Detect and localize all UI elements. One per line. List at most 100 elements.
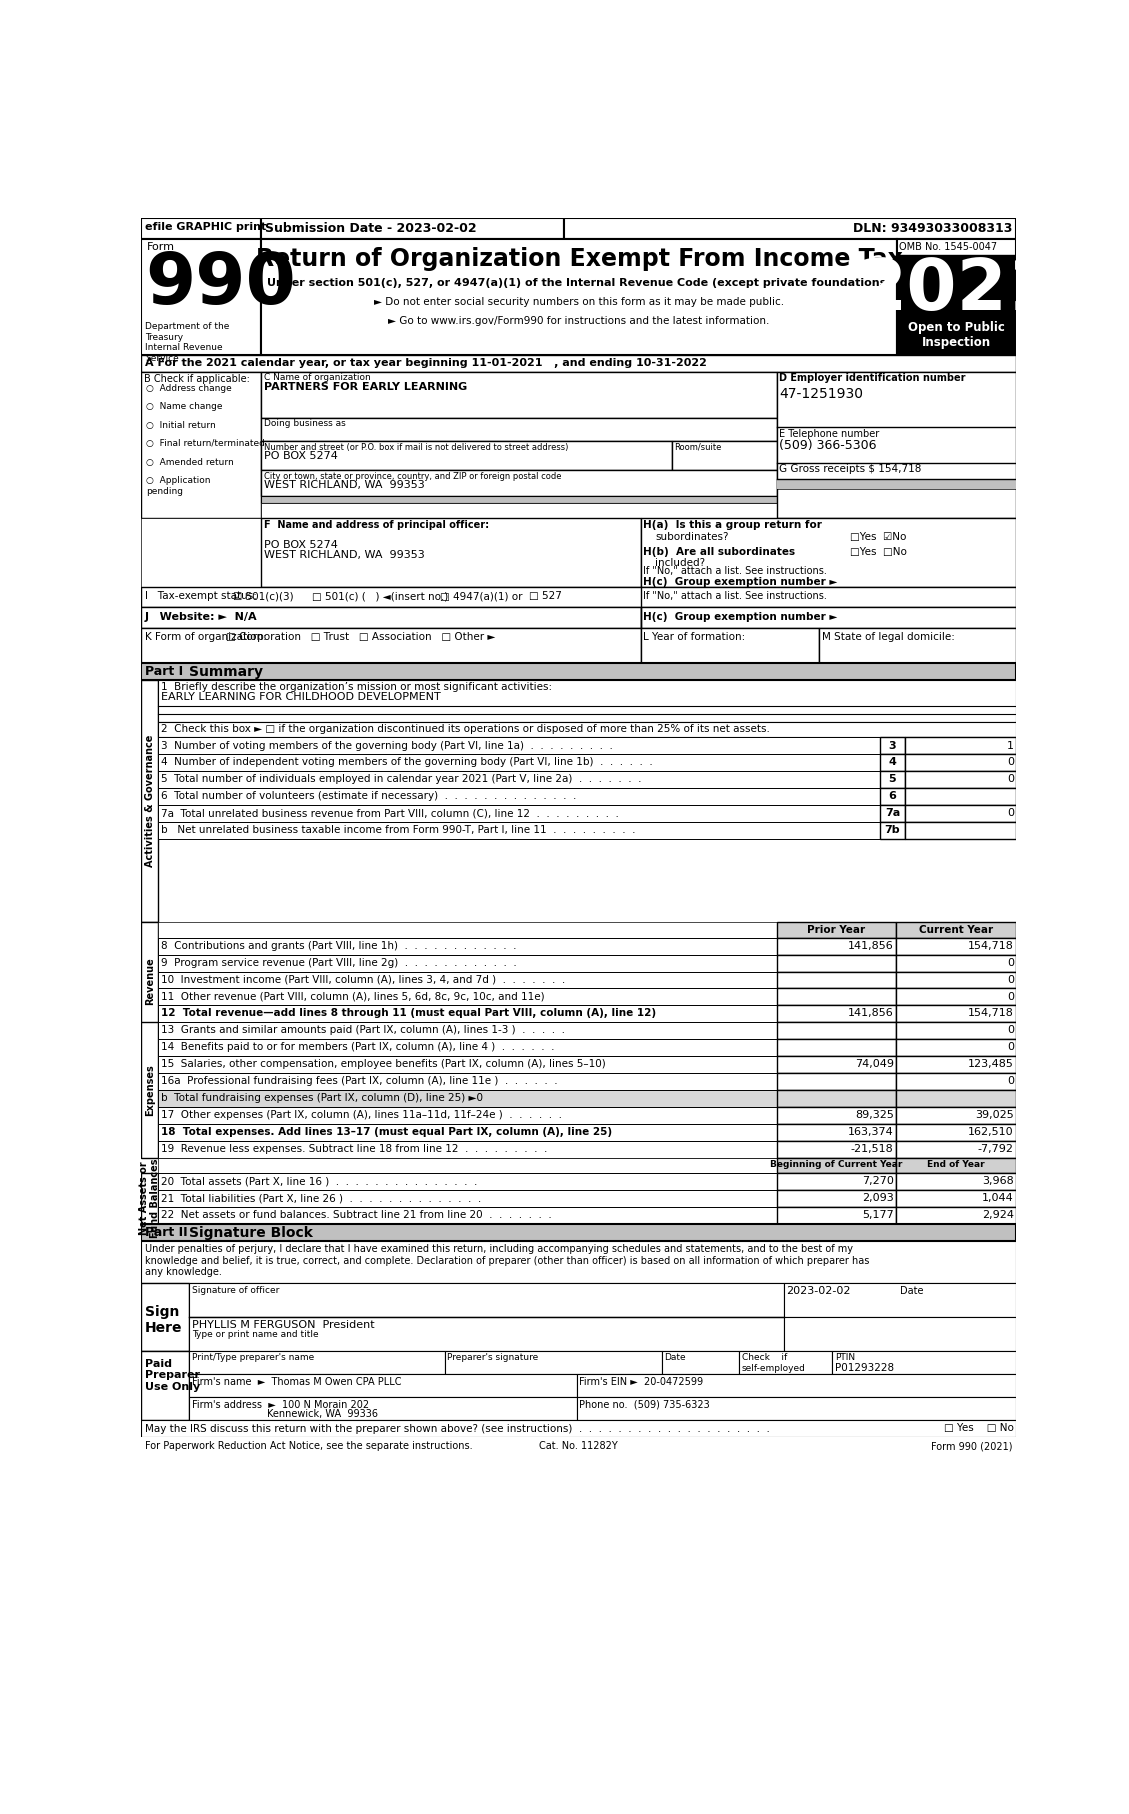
- Text: B Check if applicable:: B Check if applicable:: [145, 374, 251, 385]
- Text: Room/suite: Room/suite: [674, 443, 721, 452]
- Bar: [641, 519, 1016, 588]
- Bar: [777, 954, 896, 972]
- Bar: [896, 254, 1016, 312]
- Text: Form 990 (2021): Form 990 (2021): [930, 1440, 1013, 1451]
- Bar: [158, 1056, 777, 1074]
- Bar: [641, 628, 820, 662]
- Bar: [784, 1317, 1016, 1351]
- Bar: [158, 972, 777, 989]
- Text: 4: 4: [889, 758, 896, 767]
- Text: 74,049: 74,049: [855, 1059, 894, 1068]
- Bar: [141, 1174, 158, 1224]
- Bar: [777, 1206, 896, 1224]
- Text: 11  Other revenue (Part VIII, column (A), lines 5, 6d, 8c, 9c, 10c, and 11e): 11 Other revenue (Part VIII, column (A),…: [161, 992, 545, 1001]
- Text: Summary: Summary: [190, 666, 263, 678]
- Text: Department of the
Treasury
Internal Revenue
Service: Department of the Treasury Internal Reve…: [145, 323, 229, 363]
- Text: Preparer's signature: Preparer's signature: [447, 1353, 539, 1362]
- Text: For Paperwork Reduction Act Notice, see the separate instructions.: For Paperwork Reduction Act Notice, see …: [145, 1440, 473, 1451]
- Bar: [158, 755, 879, 771]
- Bar: [158, 789, 879, 805]
- Bar: [158, 938, 777, 954]
- Bar: [445, 1351, 662, 1375]
- Text: 7,270: 7,270: [861, 1175, 894, 1186]
- Text: EARLY LEARNING FOR CHILDHOOD DEVELOPMENT: EARLY LEARNING FOR CHILDHOOD DEVELOPMENT: [161, 691, 441, 702]
- Text: 0: 0: [1007, 958, 1014, 967]
- Bar: [905, 789, 1016, 805]
- Text: G Gross receipts $ 154,718: G Gross receipts $ 154,718: [779, 464, 921, 473]
- Bar: [896, 312, 1016, 356]
- Text: included?: included?: [655, 559, 706, 568]
- Bar: [141, 218, 1016, 239]
- Bar: [141, 628, 641, 662]
- Text: 20  Total assets (Part X, line 16 )  .  .  .  .  .  .  .  .  .  .  .  .  .  .  .: 20 Total assets (Part X, line 16 ) . . .…: [161, 1175, 478, 1186]
- Bar: [261, 417, 777, 441]
- Text: 990: 990: [145, 250, 296, 319]
- Text: Revenue: Revenue: [145, 956, 155, 1005]
- Bar: [158, 822, 879, 840]
- Bar: [141, 588, 1016, 606]
- Bar: [141, 1241, 1016, 1282]
- Bar: [141, 1023, 158, 1157]
- Text: 18  Total expenses. Add lines 13–17 (must equal Part IX, column (A), line 25): 18 Total expenses. Add lines 13–17 (must…: [161, 1126, 612, 1137]
- Text: Signature of officer: Signature of officer: [192, 1286, 280, 1295]
- Text: Prior Year: Prior Year: [807, 925, 865, 934]
- Bar: [141, 606, 641, 628]
- Bar: [896, 239, 1016, 356]
- Text: If "No," attach a list. See instructions.: If "No," attach a list. See instructions…: [644, 591, 828, 600]
- Bar: [641, 606, 1016, 628]
- Text: 1  Briefly describe the organization’s mission or most significant activities:: 1 Briefly describe the organization’s mi…: [161, 682, 552, 691]
- Text: ► Do not enter social security numbers on this form as it may be made public.: ► Do not enter social security numbers o…: [374, 297, 784, 307]
- Text: 12  Total revenue—add lines 8 through 11 (must equal Part VIII, column (A), line: 12 Total revenue—add lines 8 through 11 …: [161, 1009, 656, 1018]
- Bar: [158, 1190, 777, 1206]
- Bar: [777, 1125, 896, 1141]
- Bar: [896, 1107, 1016, 1125]
- Text: End of Year: End of Year: [927, 1161, 984, 1170]
- Text: 89,325: 89,325: [855, 1110, 894, 1119]
- Bar: [672, 441, 777, 470]
- Text: 17  Other expenses (Part IX, column (A), lines 11a–11d, 11f–24e )  .  .  .  .  .: 17 Other expenses (Part IX, column (A), …: [161, 1110, 562, 1119]
- Text: 0: 0: [1007, 1043, 1014, 1052]
- Text: Firm's name  ►  Thomas M Owen CPA PLLC: Firm's name ► Thomas M Owen CPA PLLC: [192, 1377, 401, 1386]
- Bar: [777, 1157, 896, 1174]
- Bar: [158, 1074, 777, 1090]
- Bar: [190, 1282, 784, 1317]
- Text: Net Assets or
Fund Balances: Net Assets or Fund Balances: [139, 1159, 160, 1239]
- Text: 0: 0: [1007, 974, 1014, 985]
- Bar: [896, 922, 1016, 938]
- Text: PTIN: PTIN: [834, 1353, 855, 1362]
- Text: 123,485: 123,485: [968, 1059, 1014, 1068]
- Bar: [158, 922, 777, 938]
- Text: □ 4947(a)(1) or: □ 4947(a)(1) or: [439, 591, 522, 600]
- Bar: [905, 755, 1016, 771]
- Bar: [190, 1397, 577, 1420]
- Text: 6  Total number of volunteers (estimate if necessary)  .  .  .  .  .  .  .  .  .: 6 Total number of volunteers (estimate i…: [161, 791, 577, 802]
- Text: H(c)  Group exemption number ►: H(c) Group exemption number ►: [644, 611, 838, 622]
- Text: Open to Public
Inspection: Open to Public Inspection: [908, 321, 1005, 348]
- Text: ○  Address change: ○ Address change: [146, 385, 231, 394]
- Bar: [784, 1282, 1016, 1317]
- Text: 14  Benefits paid to or for members (Part IX, column (A), line 4 )  .  .  .  .  : 14 Benefits paid to or for members (Part…: [161, 1043, 554, 1052]
- Text: ○  Final return/terminated: ○ Final return/terminated: [146, 439, 264, 448]
- Text: If "No," attach a list. See instructions.: If "No," attach a list. See instructions…: [644, 566, 828, 577]
- Text: 5: 5: [889, 775, 896, 784]
- Bar: [820, 628, 1016, 662]
- Bar: [905, 805, 1016, 822]
- Text: Under penalties of perjury, I declare that I have examined this return, includin: Under penalties of perjury, I declare th…: [145, 1244, 869, 1277]
- Bar: [777, 1023, 896, 1039]
- Bar: [896, 1174, 1016, 1190]
- Text: 0: 0: [1007, 1076, 1014, 1087]
- Text: Part I: Part I: [145, 666, 183, 678]
- Text: Part II: Part II: [145, 1226, 187, 1239]
- Text: Doing business as: Doing business as: [263, 419, 345, 428]
- Bar: [879, 822, 905, 840]
- Text: 2023-02-02: 2023-02-02: [786, 1286, 850, 1295]
- Bar: [158, 954, 777, 972]
- Text: 22  Net assets or fund balances. Subtract line 21 from line 20  .  .  .  .  .  .: 22 Net assets or fund balances. Subtract…: [161, 1210, 552, 1221]
- Bar: [777, 1090, 896, 1107]
- Text: 8  Contributions and grants (Part VIII, line 1h)  .  .  .  .  .  .  .  .  .  .  : 8 Contributions and grants (Part VIII, l…: [161, 941, 517, 951]
- Text: 21  Total liabilities (Part X, line 26 )  .  .  .  .  .  .  .  .  .  .  .  .  . : 21 Total liabilities (Part X, line 26 ) …: [161, 1194, 482, 1203]
- Bar: [141, 356, 1016, 372]
- Text: Return of Organization Exempt From Income Tax: Return of Organization Exempt From Incom…: [255, 247, 902, 270]
- Bar: [141, 218, 261, 239]
- Text: I   Tax-exempt status:: I Tax-exempt status:: [145, 591, 257, 600]
